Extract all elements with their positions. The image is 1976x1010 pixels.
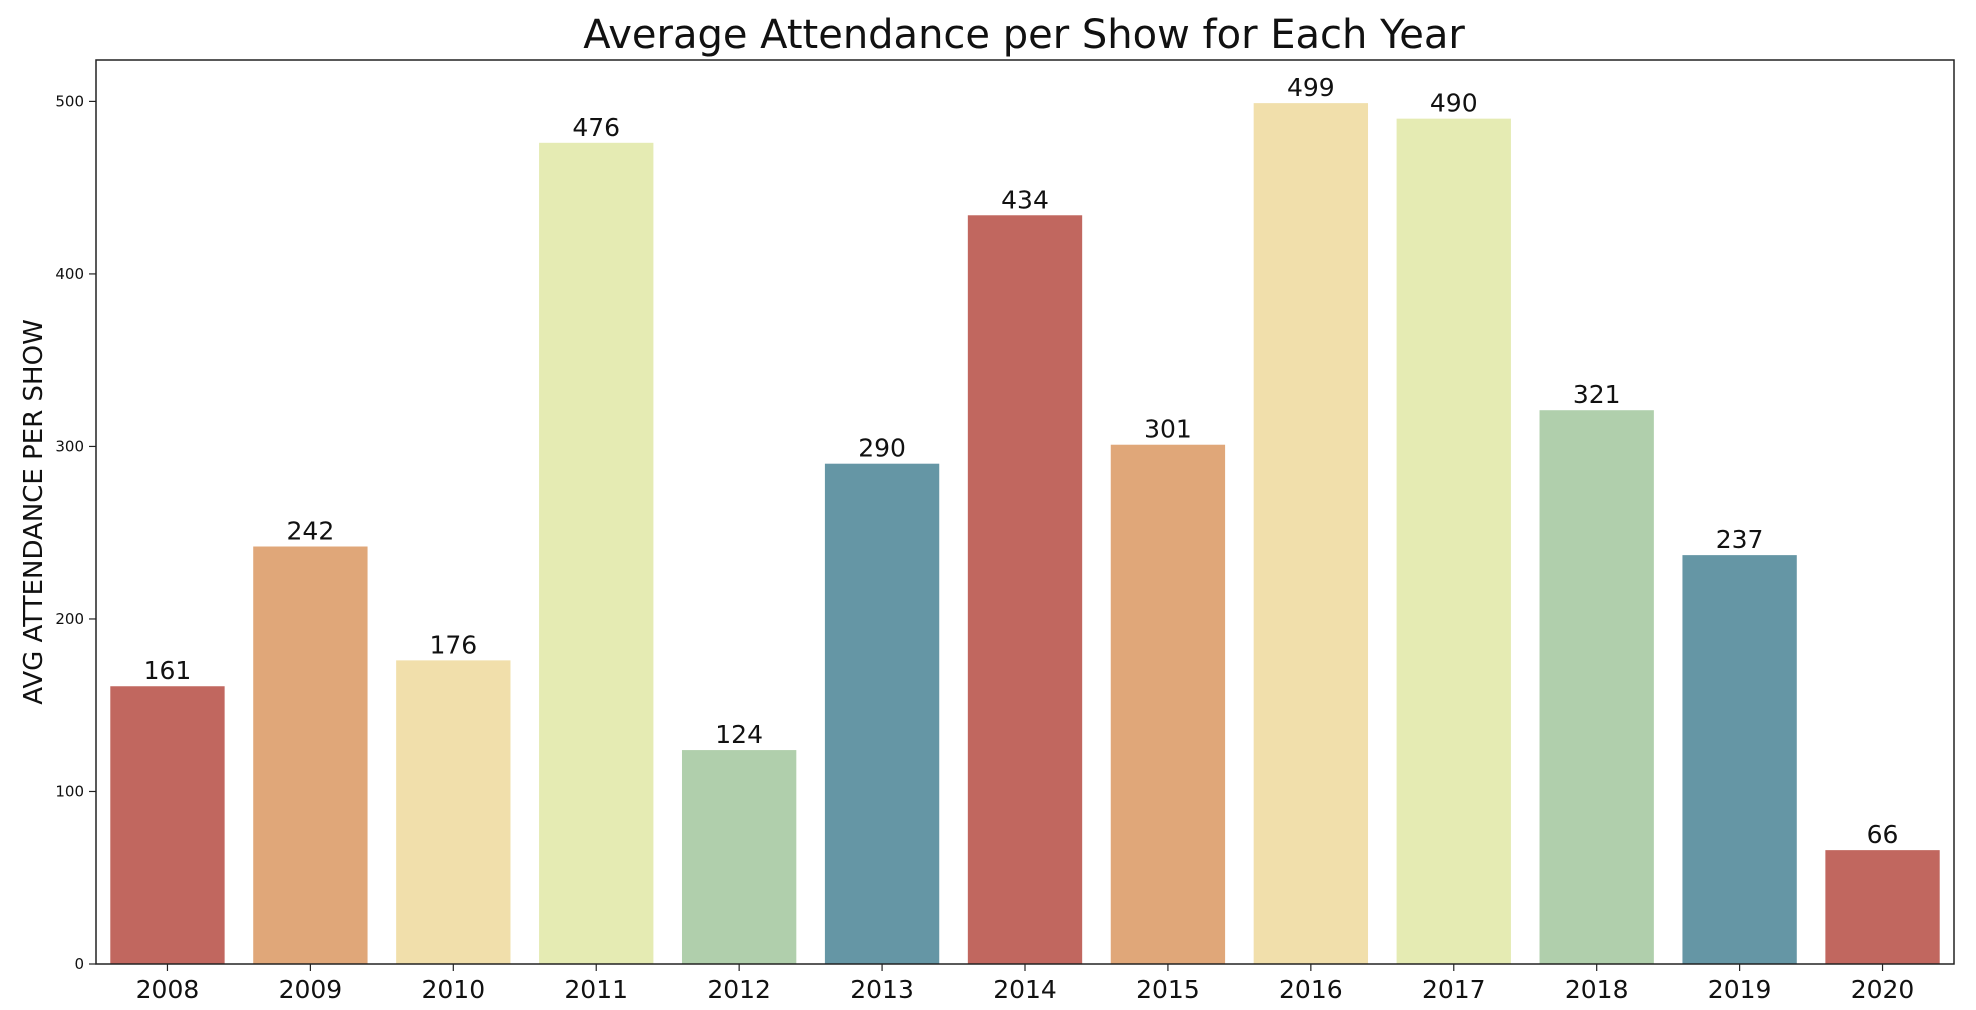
data-label-2011: 476 [572,113,620,142]
bar-2013 [824,463,940,964]
x-tick-label-2013: 2013 [850,975,914,1004]
bar-series [110,103,1940,965]
y-tick-label: 100 [55,782,84,800]
bar-2017 [1396,118,1511,964]
data-label-2012: 124 [715,720,763,749]
x-tick-label-2019: 2019 [1708,975,1772,1004]
bar-2014 [967,215,1083,964]
y-tick-label: 0 [74,955,84,973]
data-label-2016: 499 [1287,73,1335,102]
bar-2011 [539,142,654,965]
bar-2018 [1539,410,1654,964]
data-label-2015: 301 [1144,415,1192,444]
bar-2010 [396,660,511,964]
y-axis-ticks: 0 100 200 300 400 500 [55,92,96,973]
x-tick-label-2014: 2014 [993,975,1057,1004]
x-tick-label-2017: 2017 [1422,975,1486,1004]
x-tick-label-2015: 2015 [1136,975,1200,1004]
x-tick-label-2018: 2018 [1565,975,1629,1004]
data-label-2017: 490 [1430,89,1478,118]
y-tick-label: 200 [55,610,84,628]
data-label-2009: 242 [287,517,335,546]
chart-title: Average Attendance per Show for Each Yea… [583,12,1465,58]
bar-2008 [110,686,225,964]
data-label-2020: 66 [1867,820,1899,849]
bar-2015 [1110,444,1226,965]
y-axis-label: AVG ATTENDANCE PER SHOW [19,319,49,705]
bar-data-labels: 161 242 176 476 124 290 434 301 499 490 321 237 66 [144,73,1899,849]
y-tick-label: 400 [55,265,84,283]
plot-frame [95,59,1955,965]
bar-2019 [1682,555,1797,964]
data-label-2008: 161 [144,656,192,685]
x-tick-label-2016: 2016 [1279,975,1343,1004]
data-label-2014: 434 [1001,185,1049,214]
x-tick-label-2011: 2011 [564,975,628,1004]
bar-2012 [681,750,797,964]
x-tick-label-2010: 2010 [421,975,485,1004]
x-tick-label-2012: 2012 [707,975,771,1004]
bar-2020 [1825,850,1940,964]
x-axis-ticks: 2008 2009 2010 2011 2012 2013 2014 2015 2016 2017… [136,964,1915,1004]
x-tick-label-2008: 2008 [136,975,200,1004]
data-label-2018: 321 [1573,380,1621,409]
x-tick-label-2009: 2009 [279,975,343,1004]
data-label-2010: 176 [429,630,477,659]
data-label-2019: 237 [1716,525,1764,554]
data-label-2013: 290 [858,434,906,463]
bar-2016 [1253,103,1369,965]
bar-2009 [253,546,368,964]
y-tick-label: 500 [55,92,84,110]
y-tick-label: 300 [55,437,84,455]
x-tick-label-2020: 2020 [1851,975,1915,1004]
